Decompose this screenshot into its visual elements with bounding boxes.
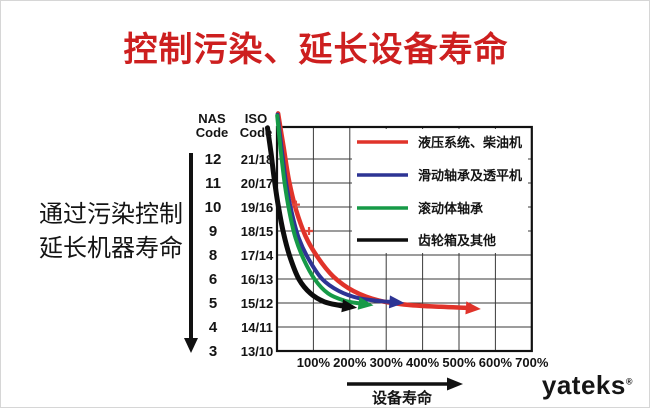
nas-code-label: 11 [205,175,221,192]
nas-code-label: 9 [209,223,217,240]
x-tick-label: 700% [515,355,549,370]
iso-code-label: 18/15 [241,224,274,239]
slide-title: 控制污染、延长设备寿命 [123,32,509,69]
iso-code-label: 20/17 [241,176,274,191]
nas-code-label: 12 [205,151,222,168]
iso-code-label: 17/14 [241,248,274,263]
plus-marker-icon [305,227,314,235]
iso-header-line-1: ISO [245,111,267,126]
series-arrowhead-0 [465,301,481,315]
legend-label-3: 齿轮箱及其他 [418,233,496,248]
plus-marker-icon [291,200,300,209]
x-tick-label: 400% [406,355,440,370]
nas-code-label: 4 [209,319,218,336]
series-curve-2 [275,113,363,306]
iso-code-column: 21/18 20/17 19/16 18/15 17/14 16/13 15/12 14/11… [241,152,274,359]
legend-label-2: 滚动体轴承 [418,201,483,216]
point-markers [291,200,314,235]
series-curves [265,111,481,315]
iso-code-label: 15/12 [241,296,274,311]
x-tick-label: 100% [297,355,331,370]
nas-code-label: 8 [209,247,217,264]
x-axis-title: 设备寿命 [372,389,433,407]
iso-code-label: 13/10 [241,344,274,359]
x-tick-label: 600% [479,355,513,370]
nas-header-line-2: Code [196,125,229,140]
nas-code-column: 12 11 10 9 8 6 5 4 3 [205,151,222,360]
side-note: 通过污染控制 延长机器寿命 [29,198,193,266]
iso-header-line-2: Code [240,125,273,140]
x-tick-label: 200% [333,355,367,370]
x-tick-label: 300% [370,355,404,370]
series-arrowhead-2 [357,296,374,310]
iso-code-label: 16/13 [241,272,274,287]
series-curve-0 [275,111,469,311]
yateks-logo: yateks® [542,370,633,401]
equipment-life-arrow-icon [347,377,463,391]
x-tick-label: 500% [442,355,476,370]
legend-background [352,129,528,253]
yateks-logo-text: yateks [541,370,626,400]
nas-code-label: 10 [205,199,222,216]
series-arrowhead-1 [388,295,405,309]
side-note-line-1: 通过污染控制 [39,202,183,228]
x-axis-tick-labels: 100% 200% 300% 400% 500% 600% 700% [297,355,549,370]
side-note-line-2: 延长机器寿命 [39,236,183,262]
plot-frame [275,125,533,353]
nas-code-label: 3 [209,343,217,360]
iso-code-label: 14/11 [241,320,273,335]
nas-code-label: 6 [209,271,217,288]
legend-label-0: 液压系统、柴油机 [418,135,522,150]
legend-label-1: 滑动轴承及透平机 [418,168,522,183]
iso-code-label: 21/18 [241,152,274,167]
nas-code-label: 5 [209,295,217,312]
nas-scale-down-arrow-icon [184,153,198,353]
series-arrowhead-3 [341,299,358,313]
registered-mark: ® [625,376,633,387]
nas-header-line-1: NAS [198,111,226,126]
iso-code-label: 19/16 [241,200,274,215]
series-curve-3 [265,125,345,309]
